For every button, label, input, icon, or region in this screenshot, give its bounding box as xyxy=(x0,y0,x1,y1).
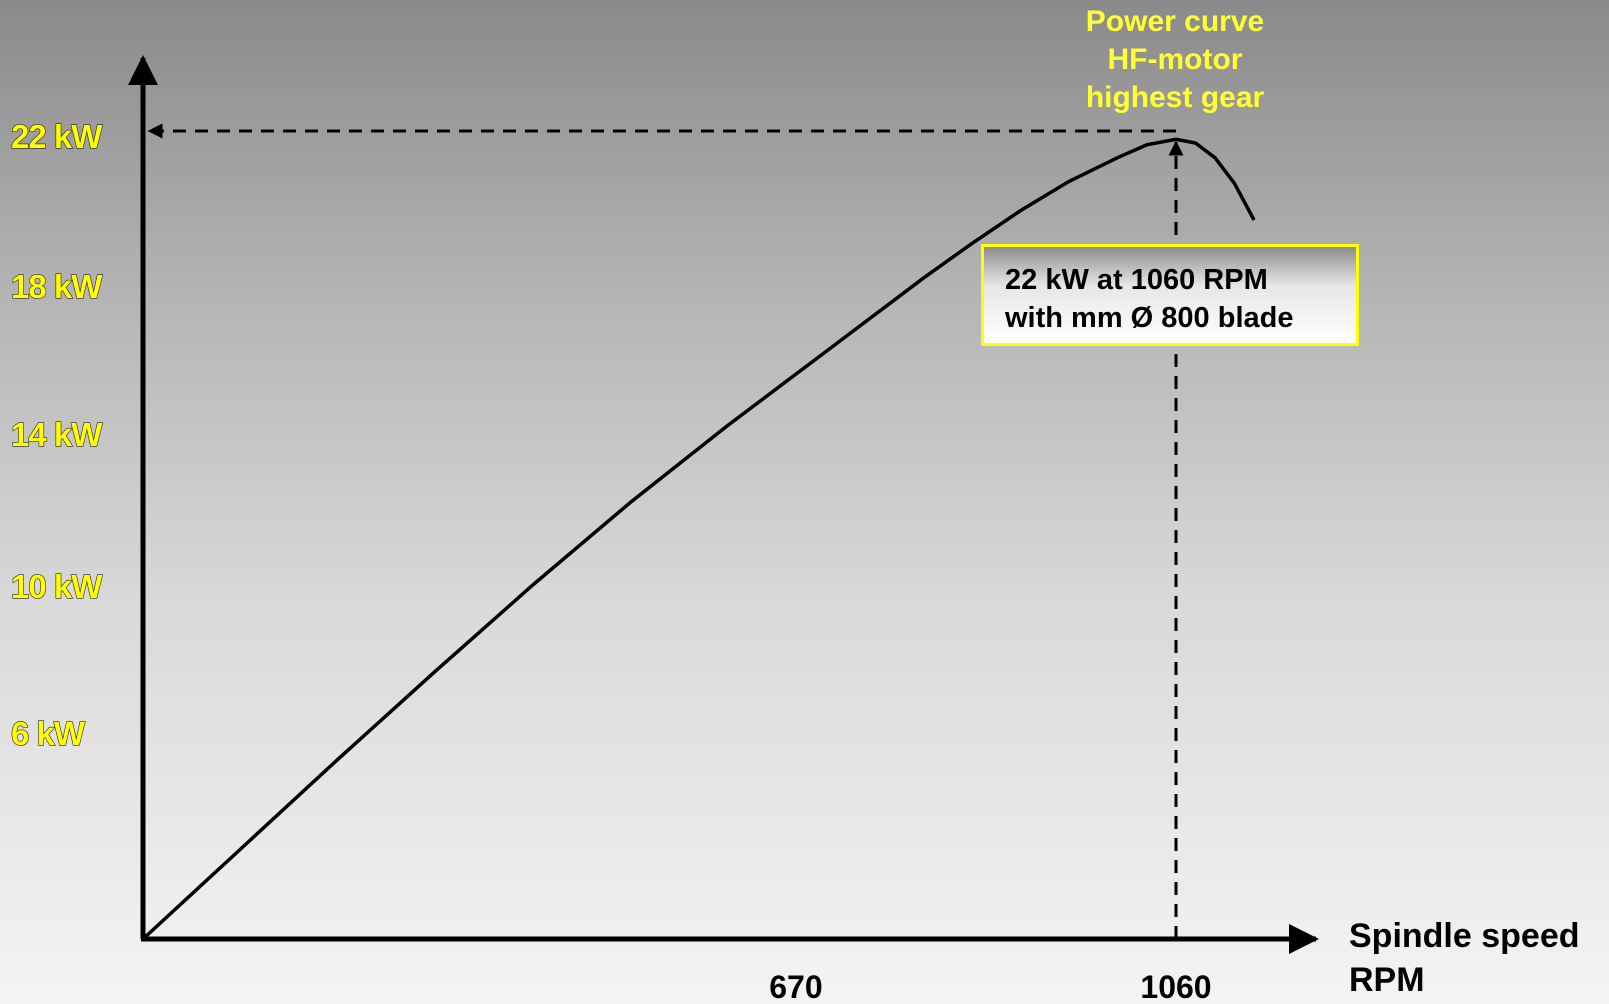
peak-annotation-box: 22 kW at 1060 RPM with mm Ø 800 blade xyxy=(981,244,1359,346)
y-tick-label: 14 kW xyxy=(11,416,103,453)
x-tick-label: 670 xyxy=(769,969,822,1004)
chart-title-line-1: Power curve xyxy=(1086,5,1264,38)
x-axis-label-line-2: RPM xyxy=(1349,961,1425,999)
y-tick-labels: 6 kW 10 kW 14 kW 18 kW 22 kW xyxy=(10,117,104,752)
y-tick-label: 10 kW xyxy=(11,568,103,605)
y-tick-label: 6 kW xyxy=(11,715,86,752)
y-tick-label: 18 kW xyxy=(11,268,103,305)
y-tick-label: 22 kW xyxy=(11,118,103,155)
power-curve-line xyxy=(141,137,1256,941)
chart-title-line-2: HF-motor xyxy=(1108,43,1243,76)
x-tick-labels: 670 1060 xyxy=(769,969,1211,1004)
annotation-line-2: with mm Ø 800 blade xyxy=(1005,302,1294,334)
x-tick-label: 1060 xyxy=(1140,969,1211,1004)
x-axis-label-line-1: Spindle speed xyxy=(1349,917,1580,955)
chart-title-line-3: highest gear xyxy=(1086,81,1265,114)
annotation-line-1: 22 kW at 1060 RPM xyxy=(1005,264,1268,296)
